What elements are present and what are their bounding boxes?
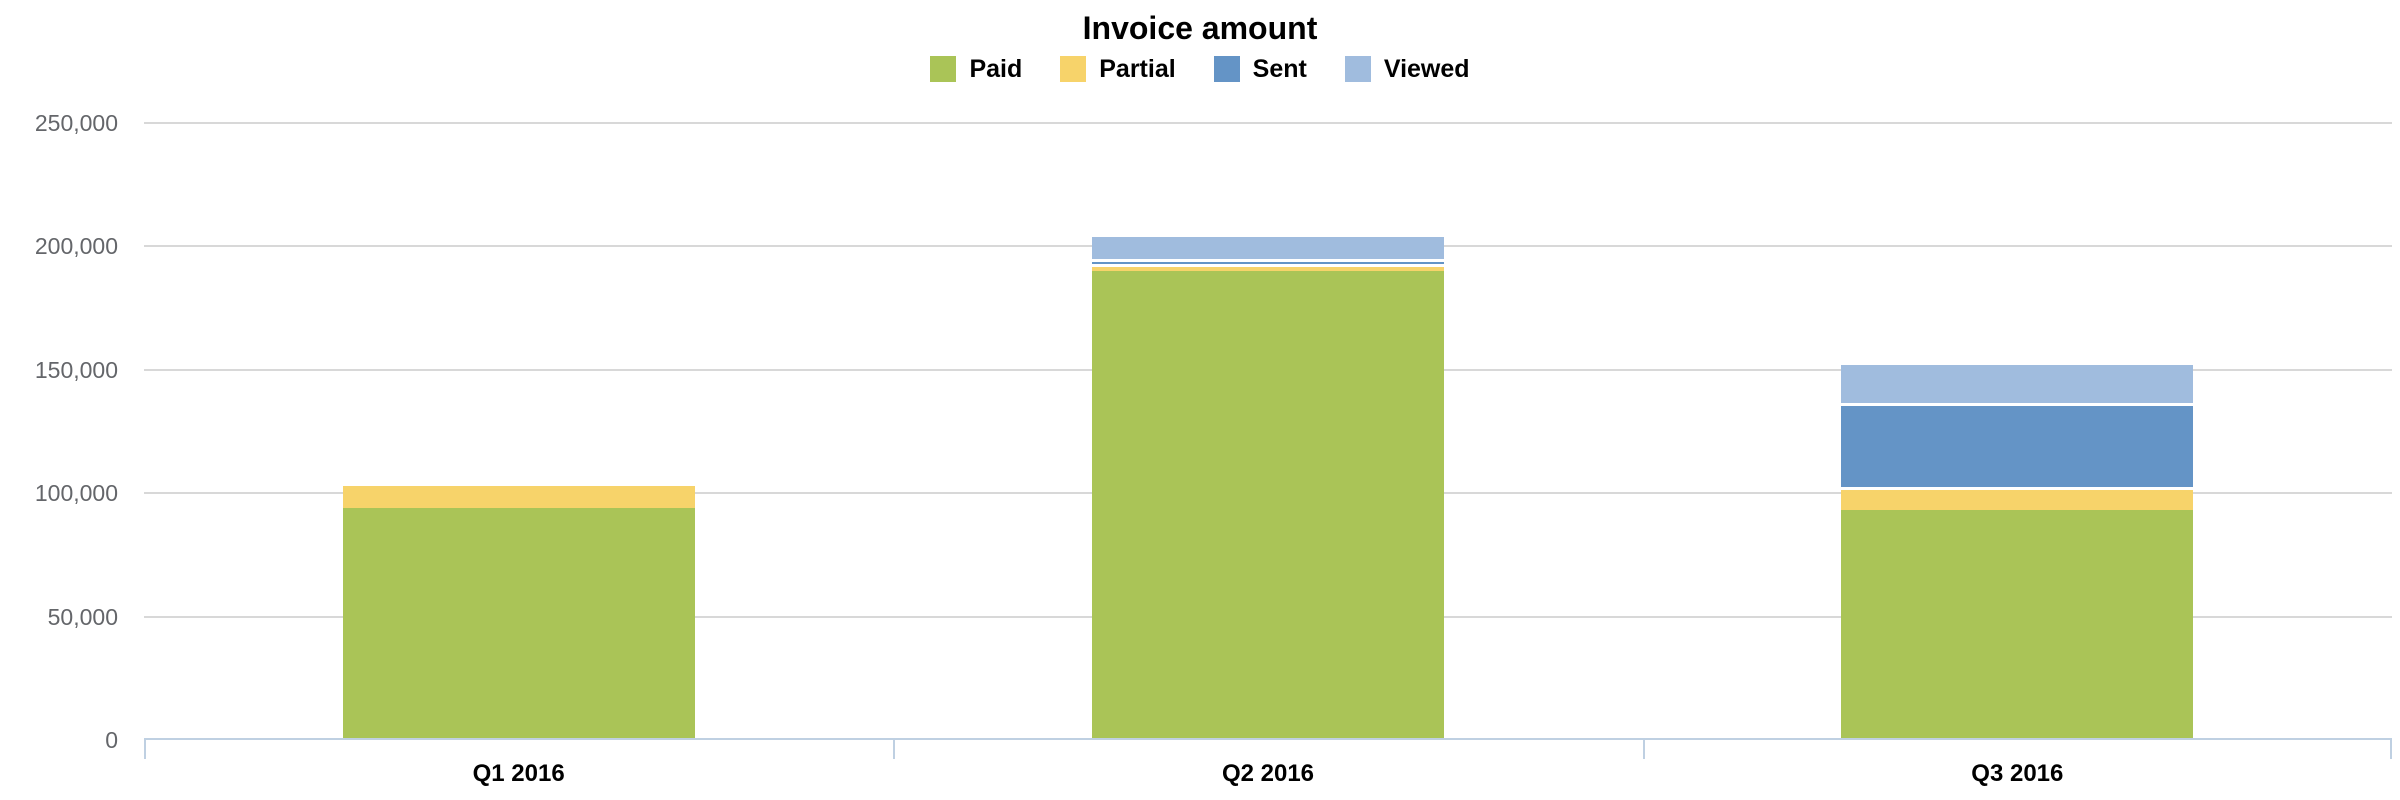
legend-label: Partial bbox=[1099, 55, 1176, 83]
bar-segment-paid-q2-2016 bbox=[1092, 271, 1444, 740]
legend-label: Viewed bbox=[1383, 55, 1470, 83]
bar-segment-partial-q1-2016 bbox=[342, 483, 695, 508]
x-axis-tick bbox=[2390, 740, 2392, 759]
bar-segment-paid-q1-2016 bbox=[342, 508, 695, 740]
legend-swatch-partial-icon bbox=[1060, 56, 1087, 82]
legend-item-paid[interactable]: Paid bbox=[930, 56, 1022, 82]
chart-title: Invoice amount bbox=[1082, 10, 1318, 46]
legend-swatch-sent-icon bbox=[1213, 56, 1240, 82]
y-gridline bbox=[144, 122, 2392, 124]
y-axis-tick-label: 250,000 bbox=[34, 110, 118, 136]
x-axis-category-label: Q2 2016 bbox=[1221, 760, 1315, 787]
chart-legend: Paid Partial Sent Viewed bbox=[0, 56, 2400, 82]
legend-label: Sent bbox=[1252, 55, 1307, 83]
x-axis-category-label: Q1 2016 bbox=[472, 760, 565, 787]
x-axis-category-label: Q3 2016 bbox=[1971, 760, 2064, 787]
legend-swatch-viewed-icon bbox=[1344, 56, 1371, 82]
y-axis-tick-label: 200,000 bbox=[34, 233, 118, 260]
bar-segment-paid-q3-2016 bbox=[1841, 510, 2194, 740]
bar-segment-viewed-q3-2016 bbox=[1841, 362, 2194, 404]
y-axis-tick-label: 0 bbox=[105, 727, 118, 753]
x-axis-line bbox=[144, 738, 2392, 740]
bar-segment-sent-q2-2016 bbox=[1092, 258, 1444, 264]
legend-item-partial[interactable]: Partial bbox=[1060, 55, 1176, 83]
x-axis-tick bbox=[1642, 740, 1645, 759]
bar-segment-partial-q3-2016 bbox=[1841, 487, 2194, 511]
y-axis-tick-label: 150,000 bbox=[34, 356, 118, 383]
legend-item-sent[interactable]: Sent bbox=[1213, 55, 1307, 83]
x-axis-tick bbox=[144, 740, 146, 759]
legend-label: Paid bbox=[969, 55, 1023, 83]
bar-segment-sent-q3-2016 bbox=[1841, 403, 2194, 488]
bar-segment-viewed-q2-2016 bbox=[1092, 234, 1444, 259]
x-axis-tick bbox=[893, 740, 896, 759]
y-axis-tick-label: 100,000 bbox=[34, 480, 118, 507]
bar-segment-partial-q2-2016 bbox=[1092, 263, 1444, 272]
legend-item-viewed[interactable]: Viewed bbox=[1344, 55, 1470, 83]
y-axis-tick-label: 50,000 bbox=[47, 603, 118, 630]
legend-swatch-paid-icon bbox=[930, 56, 957, 82]
